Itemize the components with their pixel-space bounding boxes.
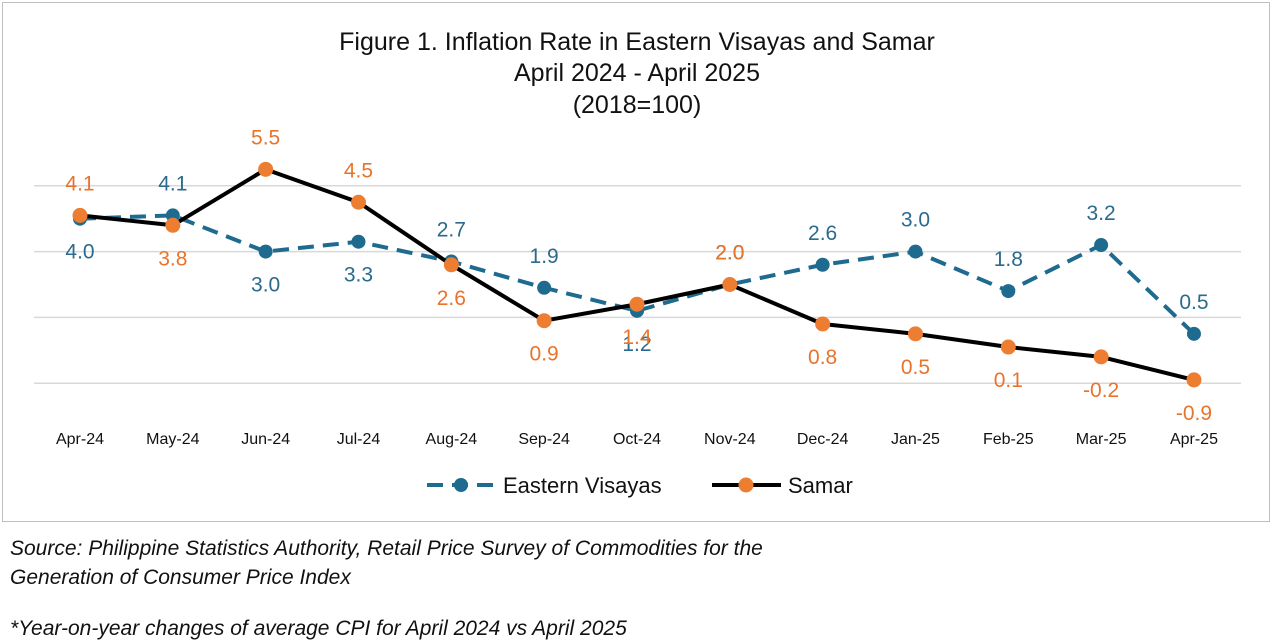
samar-point: [722, 277, 738, 292]
legend-samar-label: Samar: [788, 473, 853, 498]
samar-point: [350, 194, 366, 210]
samar-point: [815, 316, 831, 332]
eastern-visayas-point: [1186, 326, 1201, 341]
x-tick-label: Mar-25: [1076, 431, 1127, 448]
eastern-visayas-point: [351, 234, 366, 249]
inflation-line-chart: Apr-24 May-24 Jun-24 Jul-24 Aug-24 Sep-24 Oct-…: [34, 126, 1241, 498]
samar-data-label: 4.1: [65, 172, 94, 195]
samar-point: [629, 296, 645, 312]
x-tick-label: Sep-24: [518, 431, 570, 448]
samar-point: [1093, 349, 1109, 365]
x-tick-label: Jun-24: [241, 431, 290, 448]
eastern-visayas-data-label: 2.0: [715, 242, 744, 265]
x-tick-label: Apr-24: [56, 431, 104, 448]
x-tick-label: Apr-25: [1170, 431, 1218, 448]
eastern-visayas-point: [908, 244, 923, 259]
eastern-visayas-data-label: 2.6: [808, 222, 837, 245]
eastern-visayas-point: [1094, 238, 1109, 253]
samar-data-label: 2.6: [437, 287, 466, 310]
eastern-visayas-data-label: 2.7: [437, 218, 466, 241]
footnote: *Year-on-year changes of average CPI for…: [10, 617, 627, 640]
x-tick-label: May-24: [146, 431, 199, 448]
samar-data-label: 2.0: [715, 242, 744, 265]
eastern-visayas-point: [815, 257, 830, 272]
legend-samar-marker: [738, 477, 754, 493]
samar-data-label: 0.8: [808, 346, 837, 369]
eastern-visayas-data-label: 3.0: [251, 274, 280, 297]
samar-data-label: 4.5: [344, 159, 373, 182]
samar-data-label: 5.5: [251, 126, 280, 149]
chart-subtitle-base: (2018=100): [572, 91, 702, 119]
eastern-visayas-point: [537, 280, 552, 295]
eastern-visayas-data-label: 1.2: [622, 333, 651, 356]
samar-point: [1186, 372, 1202, 388]
samar-point: [536, 313, 552, 329]
samar-data-label: 0.5: [901, 356, 930, 379]
x-tick-label: Nov-24: [704, 431, 756, 448]
x-tick-label: Feb-25: [983, 431, 1034, 448]
eastern-visayas-point: [1001, 284, 1016, 299]
samar-data-label: -0.2: [1083, 379, 1119, 402]
samar-data-label: 0.1: [994, 369, 1023, 392]
x-tick-label: Jul-24: [337, 431, 381, 448]
samar-data-label: 0.9: [530, 343, 559, 366]
samar-point: [443, 257, 459, 273]
eastern-visayas-data-label: 3.0: [901, 209, 930, 232]
samar-point: [165, 217, 181, 233]
eastern-visayas-data-label: 4.1: [158, 172, 187, 195]
chart-frame: [2, 2, 1270, 522]
x-tick-label: Oct-24: [613, 431, 661, 448]
x-tick-label: Aug-24: [426, 431, 478, 448]
source-note-line-1: Source: Philippine Statistics Authority,…: [10, 537, 763, 560]
eastern-visayas-data-label: 4.0: [65, 241, 94, 264]
x-tick-label: Dec-24: [797, 431, 849, 448]
samar-point: [72, 207, 88, 223]
eastern-visayas-data-label: 1.9: [530, 245, 559, 268]
samar-data-label: 3.8: [158, 247, 187, 270]
x-tick-label: Jan-25: [891, 431, 940, 448]
samar-point: [907, 326, 923, 342]
eastern-visayas-data-label: 3.3: [344, 264, 373, 287]
eastern-visayas-data-label: 3.2: [1087, 202, 1116, 225]
chart-subtitle: April 2024 - April 2025: [514, 59, 760, 87]
legend-eastern-visayas-label: Eastern Visayas: [503, 473, 662, 498]
source-note-line-2: Generation of Consumer Price Index: [10, 566, 351, 589]
eastern-visayas-data-label: 1.8: [994, 248, 1023, 271]
samar-point: [258, 161, 274, 177]
eastern-visayas-point: [258, 244, 273, 259]
samar-data-label: 1.4: [622, 326, 652, 349]
legend-eastern-visayas-marker: [454, 478, 468, 492]
samar-point: [1000, 339, 1016, 355]
eastern-visayas-data-label: 0.5: [1179, 291, 1208, 314]
chart-title: Figure 1. Inflation Rate in Eastern Visa…: [339, 28, 935, 56]
samar-data-label: -0.9: [1176, 402, 1212, 425]
